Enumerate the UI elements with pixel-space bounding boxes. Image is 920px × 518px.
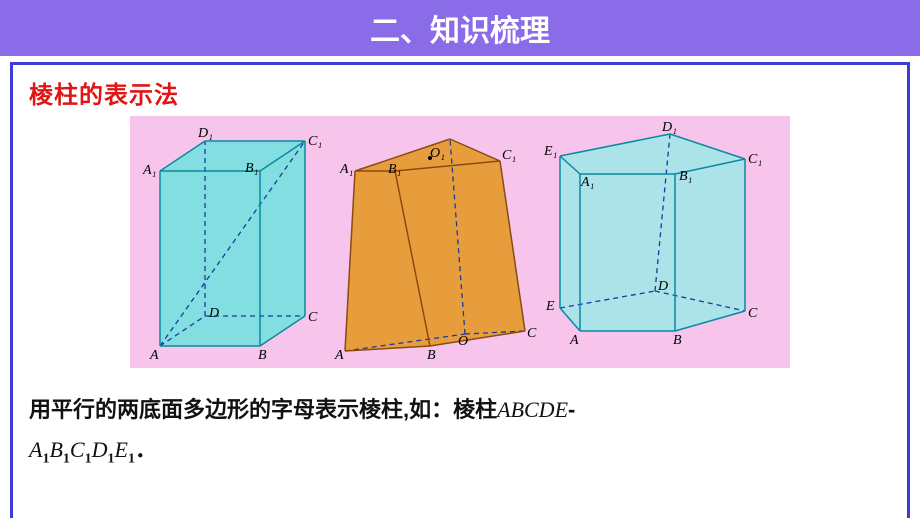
label-pent-E: E [546,299,555,315]
label-pent-B: B [673,333,682,349]
section-subtitle: 棱柱的表示法 [29,75,891,110]
label-obl-B1: B₁ [388,162,401,178]
label-pent-E1: E₁ [544,144,557,160]
caption-prefix: 用平行的两底面多边形的字母表示棱柱,如：棱柱 [29,397,497,422]
caption-dash: - [568,397,575,422]
label-pent-A: A [570,333,579,349]
label-obl-C1: C₁ [502,148,516,164]
label-cuboid-A1: A₁ [143,163,156,179]
label-obl-O: O [458,334,468,350]
label-pent-B1: B₁ [679,169,692,185]
label-cuboid-D: D [209,306,219,322]
content-frame: 棱柱的表示法 [10,62,910,518]
label-obl-O1: O₁ [430,146,445,162]
label-obl-B: B [427,348,436,364]
label-pent-C1: C₁ [748,152,762,168]
label-pent-D1: D₁ [662,120,677,136]
slide-title: 二、知识梳理 [370,6,550,50]
label-obl-A1: A₁ [340,162,353,178]
caption-text: 用平行的两底面多边形的字母表示棱柱,如：棱柱ABCDE- A1B1C1D1E1． [29,390,891,471]
label-cuboid-B1: B₁ [245,161,258,177]
label-cuboid-D1: D₁ [198,126,213,142]
caption-prism-base: ABCDE [497,397,568,422]
prisms-svg [130,116,790,368]
caption-prism-top: A1B1C1D1E1 [29,437,135,462]
label-pent-D: D [658,279,668,295]
label-cuboid-A: A [150,348,159,364]
label-pent-A1: A₁ [581,175,594,191]
label-pent-C: C [748,306,757,322]
label-obl-C: C [527,326,536,342]
label-cuboid-B: B [258,348,267,364]
caption-suffix: ． [135,437,157,462]
label-obl-A: A [335,348,344,364]
prisms-figure: A B C D A₁ B₁ C₁ D₁ A B C O A₁ B₁ C₁ O₁ … [130,116,790,368]
label-cuboid-C1: C₁ [308,134,322,150]
label-cuboid-C: C [308,310,317,326]
slide-header: 二、知识梳理 [0,0,920,56]
